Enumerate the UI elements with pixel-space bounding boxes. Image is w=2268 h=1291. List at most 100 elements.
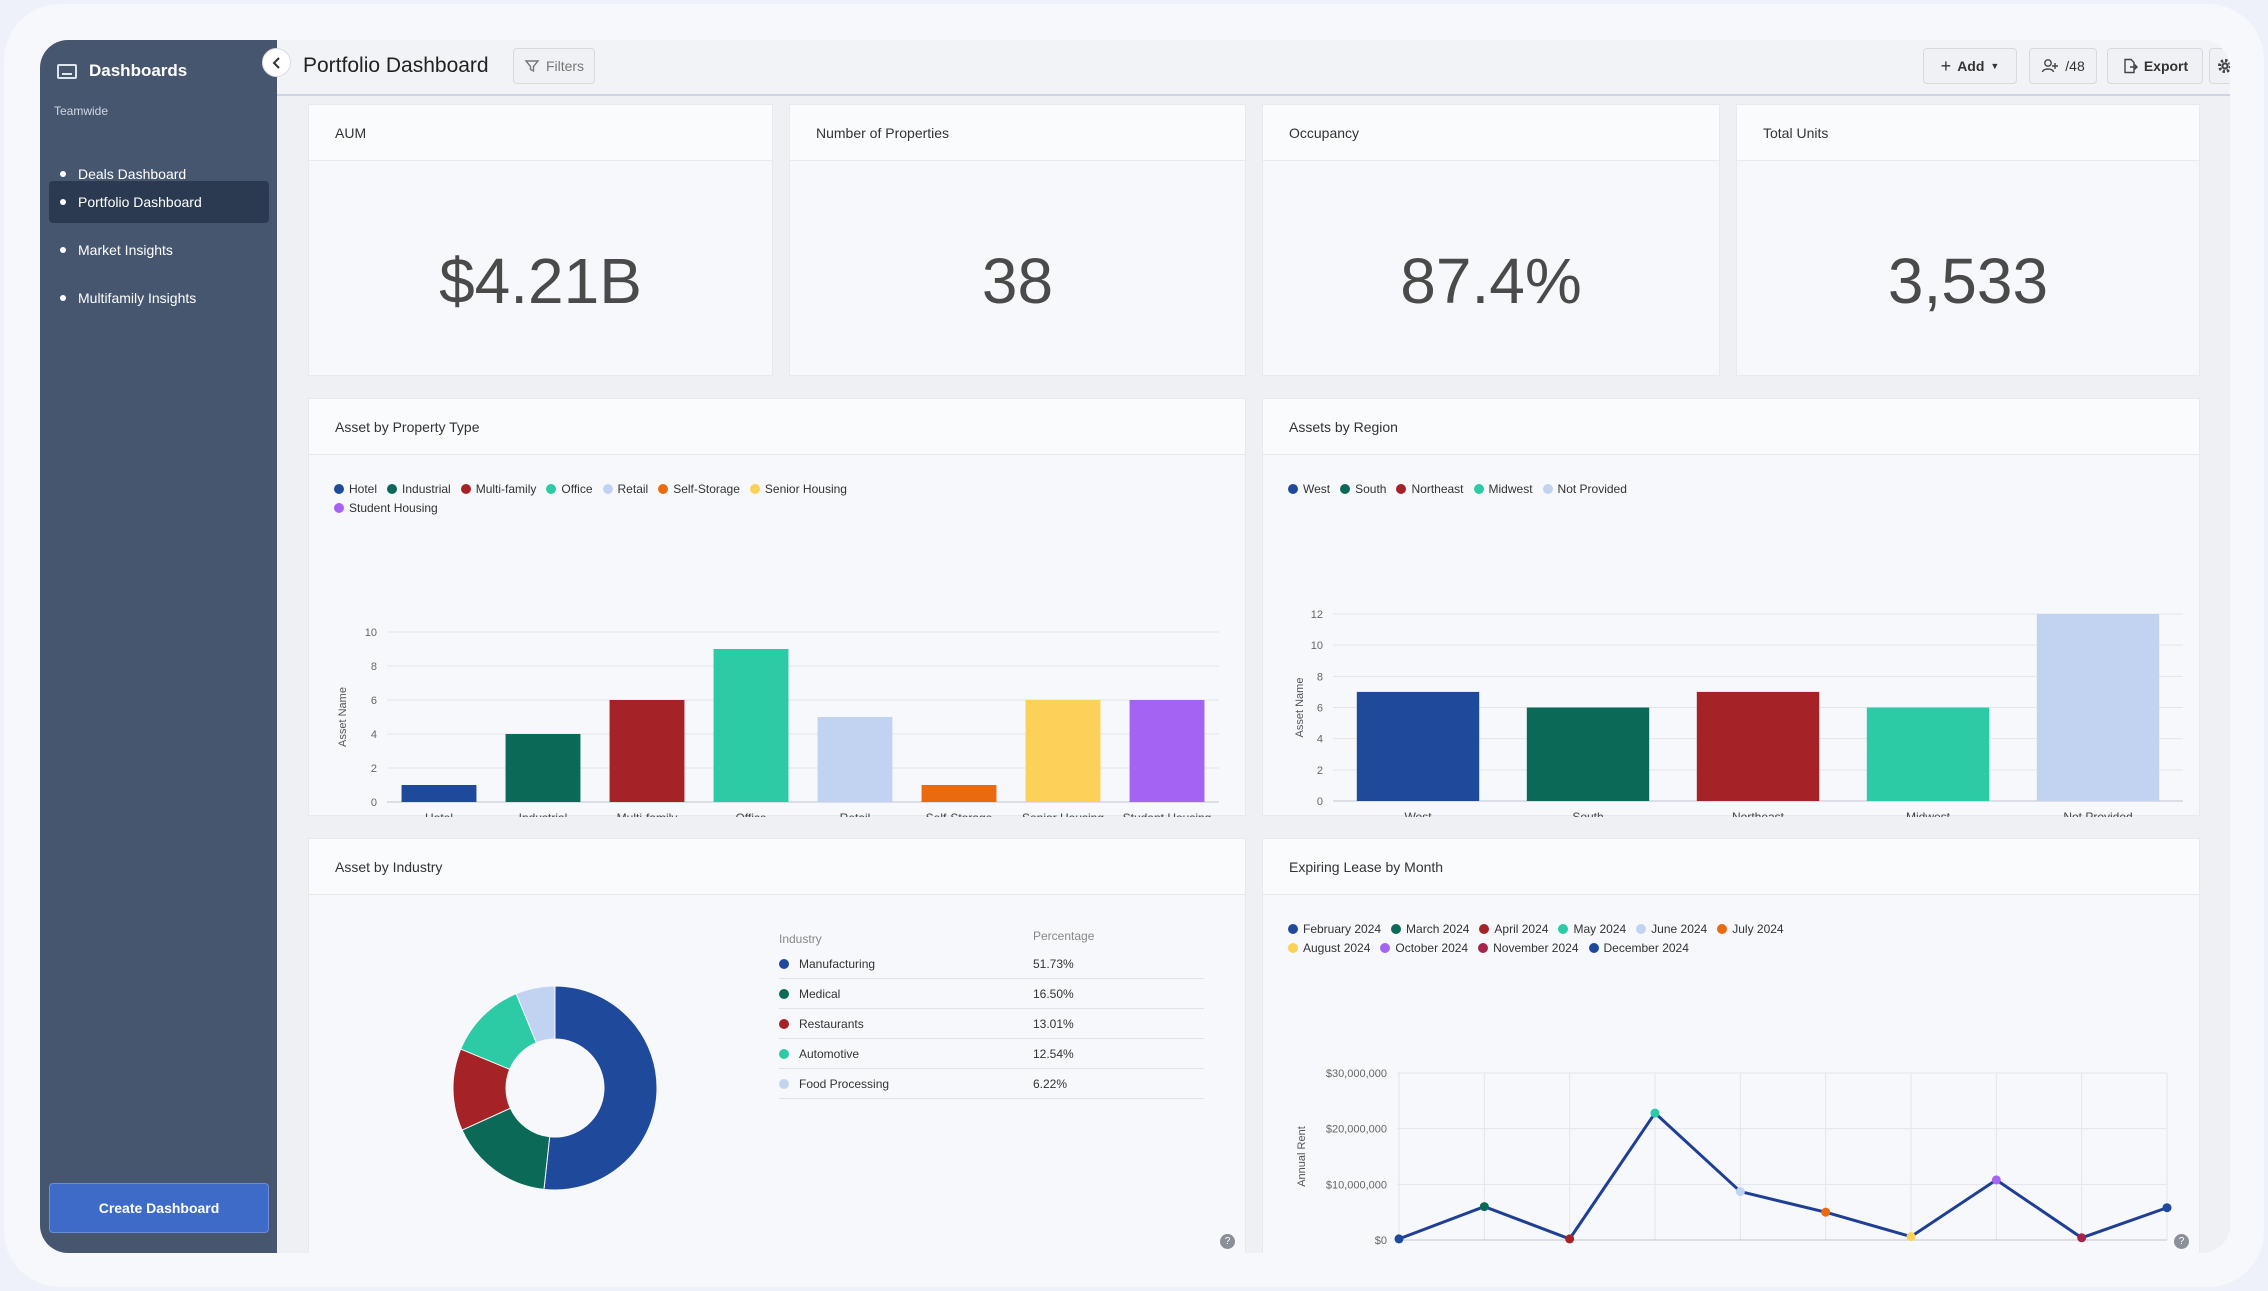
x-tick-label: West (1404, 810, 1432, 817)
export-button[interactable]: Export (2107, 48, 2203, 84)
table-row: Medical 16.50% (779, 979, 1204, 1009)
filters-button[interactable]: Filters (513, 48, 595, 84)
industry-table: Industry Percentage Manufacturing 51.73% M… (779, 929, 1204, 1099)
sidebar: Dashboards Teamwide Deals Dashboard Port… (40, 40, 277, 1253)
sidebar-header[interactable]: Dashboards (57, 61, 187, 81)
table-row: Food Processing 6.22% (779, 1069, 1204, 1099)
legend-swatch (1340, 484, 1351, 494)
legend-item[interactable]: March 2024 (1391, 922, 1469, 936)
bar (1025, 700, 1101, 802)
sidebar-item-portfolio-dashboard[interactable]: Portfolio Dashboard (49, 181, 269, 223)
legend-item[interactable]: Hotel (334, 482, 377, 496)
export-label: Export (2143, 58, 2189, 74)
legend-item[interactable]: Senior Housing (749, 482, 847, 496)
legend-label: December 2024 (1603, 941, 1689, 955)
x-tick-label: Not Provided (2063, 810, 2132, 817)
y-tick-label: 6 (371, 695, 377, 707)
help-icon[interactable]: ? (2174, 1234, 2189, 1249)
share-users-button[interactable]: /48 (2029, 48, 2097, 84)
chevron-left-icon (272, 56, 280, 69)
chart-card-expiring-lease: Expiring Lease by Month February 2024 Mar… (1262, 838, 2200, 1253)
data-point (1479, 1202, 1489, 1212)
bar (1129, 700, 1205, 802)
data-point (2077, 1233, 2087, 1243)
legend-label: July 2024 (1732, 922, 1784, 936)
legend-item[interactable]: Northeast (1396, 482, 1464, 496)
x-tick-label: South (1572, 810, 1603, 817)
sidebar-item-deals-dashboard[interactable]: Deals Dashboard (49, 153, 269, 195)
x-tick-label: Northeast (1732, 810, 1785, 817)
help-icon[interactable]: ? (1220, 1234, 1235, 1249)
chart-title: Assets by Region (1263, 399, 2199, 455)
sidebar-item-market-insights[interactable]: Market Insights (49, 229, 269, 271)
legend-item[interactable]: Office (546, 482, 593, 496)
legend-item[interactable]: May 2024 (1558, 922, 1626, 936)
settings-button[interactable]: ▼ (2209, 48, 2230, 84)
industry-cell: Restaurants (779, 1017, 1033, 1031)
chart-title: Asset by Property Type (309, 399, 1245, 455)
legend-label: West (1303, 482, 1331, 496)
legend-swatch (779, 1048, 789, 1059)
legend-item[interactable]: South (1340, 482, 1386, 496)
x-tick-label: Industrial (519, 811, 568, 817)
column-header-percentage: Percentage (1033, 929, 1095, 943)
y-tick-label: 4 (1317, 734, 1323, 746)
sidebar-item-multifamily-insights[interactable]: Multifamily Insights (49, 277, 269, 319)
top-bar: Portfolio Dashboard Filters + Add ▼ /48 … (277, 40, 2230, 96)
dashboard-icon (57, 63, 77, 79)
add-button[interactable]: + Add ▼ (1923, 48, 2017, 84)
collapse-sidebar-button[interactable] (262, 48, 291, 77)
legend-item[interactable]: Self-Storage (658, 482, 740, 496)
legend-item[interactable]: Multi-family (460, 482, 537, 496)
table-row: Manufacturing 51.73% (779, 949, 1204, 979)
legend-swatch (779, 1018, 789, 1029)
x-tick-label: Multi-family (617, 811, 678, 817)
legend-item[interactable]: Student Housing (334, 501, 438, 515)
legend-swatch (779, 1078, 789, 1089)
legend-item[interactable]: July 2024 (1717, 922, 1784, 936)
industry-label: Medical (799, 986, 841, 1001)
y-tick-label: $30,000,000 (1326, 1068, 1387, 1080)
x-tick-label: Hotel (425, 811, 453, 817)
legend-item[interactable]: November 2024 (1478, 941, 1579, 955)
legend-swatch (1391, 924, 1402, 934)
data-point (1821, 1207, 1831, 1217)
legend-swatch (1380, 943, 1391, 953)
table-header: Industry Percentage (779, 929, 1204, 949)
x-tick-label: Retail (840, 811, 871, 817)
x-tick-label: Office (735, 811, 766, 817)
chart-legend: West South Northeast Midwest Not Provided (1288, 482, 1848, 496)
bar (1696, 691, 1820, 801)
legend-label: Multi-family (475, 482, 537, 496)
legend-swatch (1588, 943, 1599, 953)
legend-item[interactable]: Midwest (1473, 482, 1533, 496)
legend-item[interactable]: April 2024 (1479, 922, 1548, 936)
legend-swatch (334, 484, 344, 494)
legend-swatch (602, 484, 613, 494)
create-dashboard-button[interactable]: Create Dashboard (49, 1183, 269, 1233)
y-tick-label: $0 (1375, 1235, 1387, 1247)
legend-swatch (1396, 484, 1407, 494)
legend-item[interactable]: February 2024 (1288, 922, 1381, 936)
percentage-cell: 6.22% (1033, 1076, 1068, 1091)
legend-label: February 2024 (1303, 922, 1382, 936)
legend-item[interactable]: West (1288, 482, 1330, 496)
bar (817, 717, 893, 802)
legend-item[interactable]: Not Provided (1542, 482, 1627, 496)
legend-item[interactable]: Retail (602, 482, 649, 496)
legend-item[interactable]: Industrial (387, 482, 451, 496)
add-label: Add (1957, 58, 1985, 74)
y-axis-title: Asset Name (337, 687, 349, 747)
legend-item[interactable]: December 2024 (1588, 941, 1689, 955)
legend-label: Retail (617, 482, 649, 496)
x-tick-label: Student Housing (1123, 811, 1212, 817)
legend-label: June 2024 (1651, 922, 1708, 936)
bullet-icon (60, 247, 66, 253)
y-tick-label: 10 (365, 627, 377, 639)
chart-legend: February 2024 March 2024 April 2024 May 202… (1288, 922, 1848, 955)
legend-item[interactable]: August 2024 (1288, 941, 1370, 955)
legend-item[interactable]: June 2024 (1636, 922, 1707, 936)
legend-item[interactable]: October 2024 (1380, 941, 1468, 955)
legend-label: South (1355, 482, 1387, 496)
bar (1356, 691, 1480, 801)
